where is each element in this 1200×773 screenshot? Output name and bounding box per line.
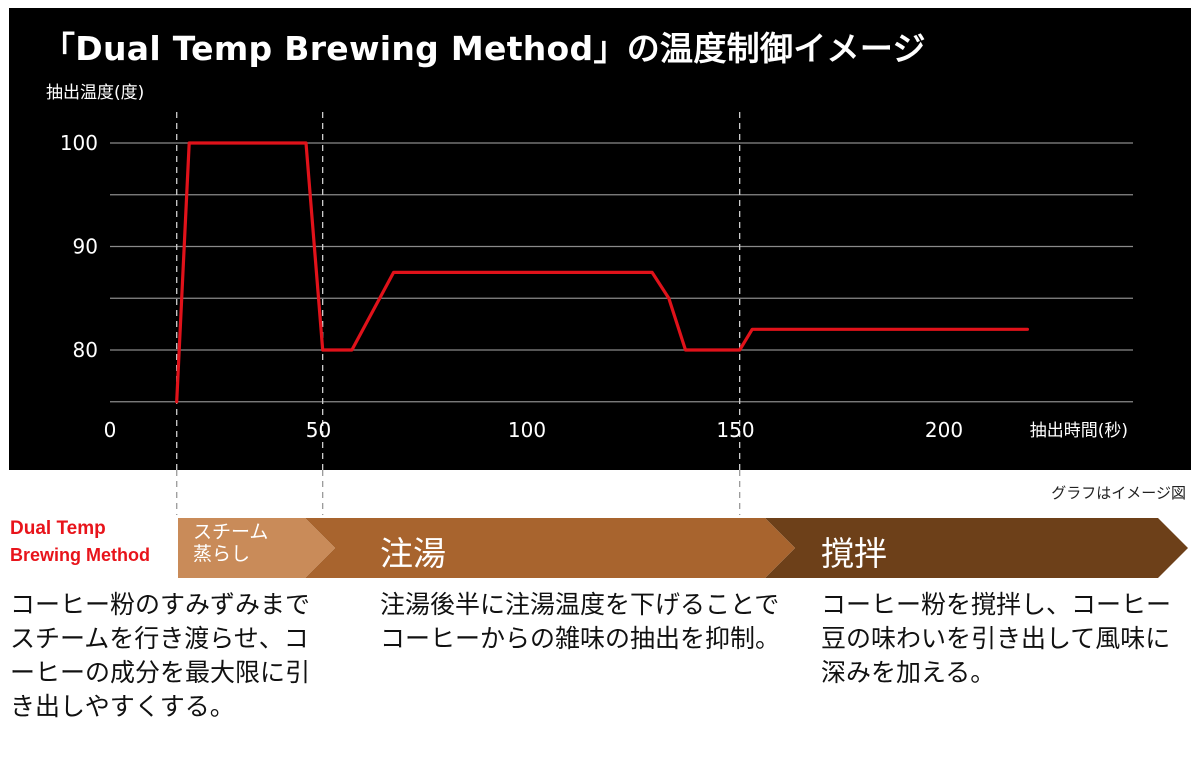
method-label-line2: Brewing Method <box>10 545 150 565</box>
x-tick-label: 150 <box>716 418 754 442</box>
y-tick-label: 90 <box>73 235 98 259</box>
x-tick-label: 0 <box>104 418 117 442</box>
chart-panel <box>9 8 1191 470</box>
x-axis-label: 抽出時間(秒) <box>1030 421 1128 441</box>
phase-steam-line1: スチーム <box>193 521 269 543</box>
phase-steam-line2: 蒸らし <box>193 543 251 565</box>
method-label: Dual Temp Brewing Method <box>10 516 150 568</box>
phase-stir-label: 撹拌 <box>821 534 887 573</box>
phase-steam-label: スチーム 蒸らし <box>193 521 268 565</box>
phase-pour-label: 注湯 <box>380 534 446 573</box>
temperature-series-line <box>175 141 1030 404</box>
y-tick-label: 80 <box>73 338 98 362</box>
y-axis-label: 抽出温度(度) <box>46 83 145 103</box>
x-tick-label: 200 <box>925 418 963 442</box>
phase-stir-description: コーヒー粉を撹拌し、コーヒー豆の味わいを引き出して風味に深みを加える。 <box>821 590 1172 687</box>
x-tick-label: 50 <box>306 418 331 442</box>
phase-pour-arrow <box>305 518 795 578</box>
phase-stir-arrow <box>765 518 1188 578</box>
phase-steam-description: コーヒー粉のすみずみまでスチームを行き渡らせ、コーヒーの成分を最大限に引き出しや… <box>10 590 311 721</box>
x-tick-label: 100 <box>508 418 546 442</box>
phase-steam-arrow <box>178 518 335 578</box>
image-note: グラフはイメージ図 <box>1051 484 1186 502</box>
method-label-line1: Dual Temp <box>10 518 106 539</box>
phase-pour-description: 注湯後半に注湯温度を下げることでコーヒーからの雑味の抽出を抑制。 <box>380 590 781 653</box>
chart-title: 「Dual Temp Brewing Method」の温度制御イメージ <box>42 29 926 68</box>
y-tick-label: 100 <box>60 131 98 155</box>
